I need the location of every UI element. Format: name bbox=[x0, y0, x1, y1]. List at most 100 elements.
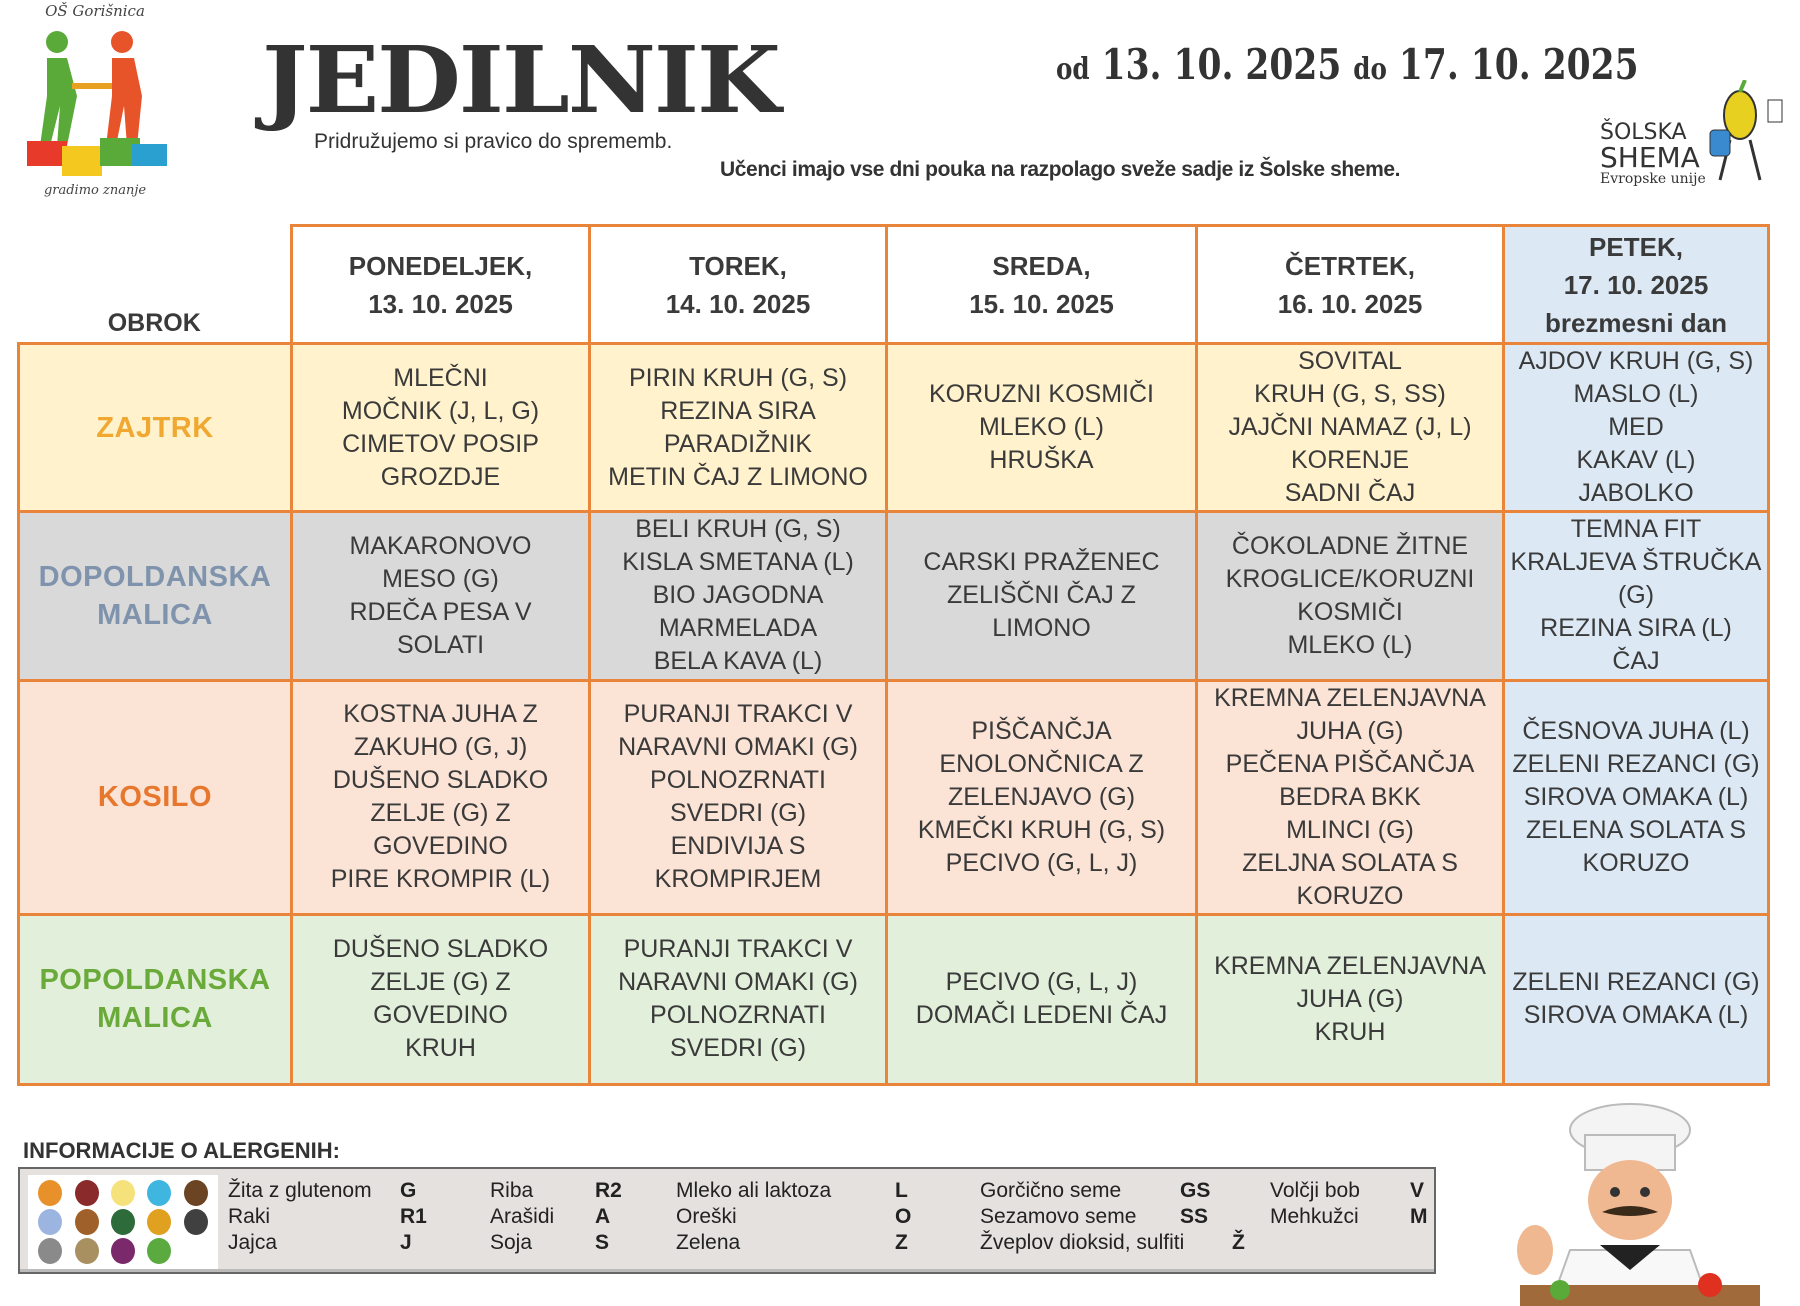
allergen-icon bbox=[183, 1208, 208, 1235]
school-motto: gradimo znanje bbox=[43, 183, 147, 198]
allergen-name: Žita z glutenom bbox=[228, 1179, 372, 1202]
menu-item: DUŠENO SLADKO bbox=[332, 935, 549, 964]
allergen-name: Raki bbox=[228, 1205, 271, 1228]
school-scheme-logo: ŠOLSKA SHEMA Evropske unije bbox=[1600, 120, 1706, 187]
menu-item: REZINA SIRA (L) bbox=[1540, 614, 1732, 643]
meal-row-breakfast: ZAJTRK MLEČNI MOČNIK (J, L, G) CIMETOV POSI… bbox=[17, 342, 1770, 514]
menu-item: KROGLICE/KORUZNI bbox=[1225, 564, 1475, 593]
allergen-icon bbox=[183, 1180, 208, 1207]
menu-item: MED bbox=[1608, 413, 1664, 442]
menu-item: ČOKOLADNE ŽITNE bbox=[1231, 531, 1469, 560]
menu-item: NARAVNI OMAKI (G) bbox=[618, 968, 858, 997]
menu-item: KISLA SMETANA (L) bbox=[622, 548, 854, 577]
allergen-icons bbox=[28, 1175, 218, 1269]
menu-item: GROZDJE bbox=[380, 462, 501, 491]
menu-cell: AJDOV KRUH (G, S) MASLO (L) MED KAKAV (L) JA… bbox=[1502, 342, 1770, 514]
allergen-icon bbox=[38, 1180, 63, 1207]
menu-item: KORENJE bbox=[1290, 446, 1410, 475]
menu-item: PIRE KROMPIR (L) bbox=[330, 865, 551, 894]
menu-item: ZELJNA SOLATA S bbox=[1242, 848, 1458, 877]
menu-item: LIMONO bbox=[992, 614, 1091, 643]
day-name: ČETRTEK, bbox=[1285, 250, 1415, 281]
menu-item: ENOLONČNICA Z bbox=[939, 749, 1144, 778]
allergen-name: Arašidi bbox=[490, 1205, 555, 1228]
subtitle: Pridružujemo si pravico do sprememb. bbox=[314, 130, 673, 153]
meal-label: KOSILO bbox=[17, 678, 293, 916]
menu-cell: PURANJI TRAKCI V NARAVNI OMAKI (G) POLNOZR… bbox=[588, 678, 888, 916]
meal-label-line: ZAJTRK bbox=[96, 411, 214, 444]
allergen-code: Z bbox=[895, 1231, 908, 1254]
meal-label-line: KOSILO bbox=[97, 781, 213, 814]
day-name: SREDA, bbox=[992, 250, 1091, 281]
menu-item: KRALJEVA ŠTRUČKA bbox=[1510, 548, 1762, 577]
menu-item: NARAVNI OMAKI (G) bbox=[618, 733, 858, 762]
menu-item: ZELJE (G) Z bbox=[370, 968, 511, 997]
menu-item: MLINCI (G) bbox=[1286, 815, 1414, 844]
menu-item: CIMETOV POSIP bbox=[342, 429, 539, 458]
allergen-name: Volčji bob bbox=[1270, 1179, 1360, 1202]
menu-cell: PURANJI TRAKCI V NARAVNI OMAKI (G) POLNOZR… bbox=[588, 912, 888, 1087]
day-header-wednesday: SREDA, 15. 10. 2025 bbox=[885, 223, 1198, 346]
menu-item: PARADIŽNIK bbox=[663, 429, 813, 458]
date-to-label: do bbox=[1353, 52, 1387, 87]
menu-item: CARSKI PRAŽENEC bbox=[923, 548, 1160, 577]
shema-line1: ŠOLSKA bbox=[1600, 120, 1687, 145]
menu-cell: PIRIN KRUH (G, S) REZINA SIRA PARADIŽNIK ME… bbox=[588, 342, 888, 514]
meal-row-morning-snack: DOPOLDANSKA MALICA MAKARONOVO MESO (G) RDEČA… bbox=[17, 510, 1770, 682]
menu-item: ZELENJAVO (G) bbox=[947, 782, 1136, 811]
day-header-friday: PETEK, 17. 10. 2025 brezmesni dan bbox=[1502, 223, 1770, 346]
menu-item: MARMELADA bbox=[658, 614, 818, 643]
menu-item: MASLO (L) bbox=[1573, 380, 1699, 409]
menu-item: KORUZNI KOSMIČI bbox=[928, 380, 1154, 409]
menu-item: PURANJI TRAKCI V bbox=[623, 935, 853, 964]
allergen-name: Oreški bbox=[676, 1205, 737, 1228]
menu-item: DUŠENO SLADKO bbox=[332, 766, 549, 795]
allergen-icon bbox=[74, 1237, 99, 1264]
allergen-name: Žveplov dioksid, sulfiti bbox=[980, 1231, 1185, 1254]
menu-cell: ČOKOLADNE ŽITNE KROGLICE/KORUZNI KOSMIČI ML… bbox=[1195, 510, 1505, 682]
menu-item: KOSMIČI bbox=[1297, 597, 1403, 626]
fruit-note: Učenci imajo vse dni pouka na razpolago … bbox=[720, 158, 1401, 181]
menu-item: GOVEDINO bbox=[373, 1001, 508, 1030]
page-title: JEDILNIK bbox=[262, 26, 781, 134]
header-row: OBROK PONEDELJEK, 13. 10. 2025 TOREK, 14. … bbox=[18, 223, 1770, 346]
allergen-code: O bbox=[895, 1205, 912, 1228]
menu-item: SADNI ČAJ bbox=[1284, 479, 1416, 508]
menu-item: KORUZO bbox=[1296, 881, 1404, 910]
menu-item: AJDOV KRUH (G, S) bbox=[1518, 347, 1754, 376]
menu-cell: SOVITAL KRUH (G, S, SS) JAJČNI NAMAZ (J, L… bbox=[1195, 342, 1505, 514]
menu-item: ZAKUHO (G, J) bbox=[353, 733, 528, 762]
day-date: 16. 10. 2025 bbox=[1277, 288, 1423, 319]
allergen-name: Sezamovo seme bbox=[980, 1205, 1137, 1228]
day-header-tuesday: TOREK, 14. 10. 2025 bbox=[588, 223, 888, 346]
menu-item: POLNOZRNATI bbox=[650, 1001, 826, 1030]
menu-item: ZELIŠČNI ČAJ Z bbox=[947, 581, 1136, 610]
allergen-icon bbox=[110, 1237, 135, 1264]
allergen-code: GS bbox=[1180, 1179, 1211, 1202]
allergen-icon bbox=[147, 1208, 172, 1235]
allergen-code: M bbox=[1410, 1205, 1428, 1228]
menu-item: RDEČA PESA V bbox=[349, 597, 532, 626]
allergen-icon bbox=[147, 1180, 172, 1207]
meal-label-line: MALICA bbox=[97, 1002, 213, 1035]
menu-item: KOSTNA JUHA Z bbox=[343, 700, 538, 729]
allergen-code: Ž bbox=[1232, 1231, 1245, 1254]
allergen-icon bbox=[38, 1208, 63, 1235]
allergen-icon bbox=[110, 1208, 135, 1235]
menu-cell: KOSTNA JUHA Z ZAKUHO (G, J) DUŠENO SLADKO Z… bbox=[290, 678, 591, 916]
menu-item: MOČNIK (J, L, G) bbox=[341, 396, 540, 425]
menu-cell: ČESNOVA JUHA (L) ZELENI REZANCI (G) SIROVA… bbox=[1502, 678, 1770, 916]
menu-cell: TEMNA FIT KRALJEVA ŠTRUČKA (G) REZINA SIRA … bbox=[1502, 510, 1770, 682]
menu-item: KAKAV (L) bbox=[1576, 446, 1696, 475]
fruit-mascot-icon bbox=[1709, 80, 1783, 181]
allergen-code: L bbox=[895, 1179, 908, 1202]
day-note: brezmesni dan bbox=[1544, 307, 1728, 338]
allergen-icon bbox=[74, 1208, 99, 1235]
menu-cell: DUŠENO SLADKO ZELJE (G) Z GOVEDINO KRUH bbox=[290, 912, 591, 1087]
day-date: 15. 10. 2025 bbox=[969, 288, 1114, 319]
day-header-thursday: ČETRTEK, 16. 10. 2025 bbox=[1195, 223, 1505, 346]
menu-item: PIŠČANČJA bbox=[971, 716, 1112, 745]
menu-cell: KREMNA ZELENJAVNA JUHA (G) KRUH bbox=[1195, 912, 1505, 1087]
menu-item: ZELENI REZANCI (G) bbox=[1512, 749, 1760, 778]
allergen-name: Soja bbox=[490, 1231, 533, 1254]
